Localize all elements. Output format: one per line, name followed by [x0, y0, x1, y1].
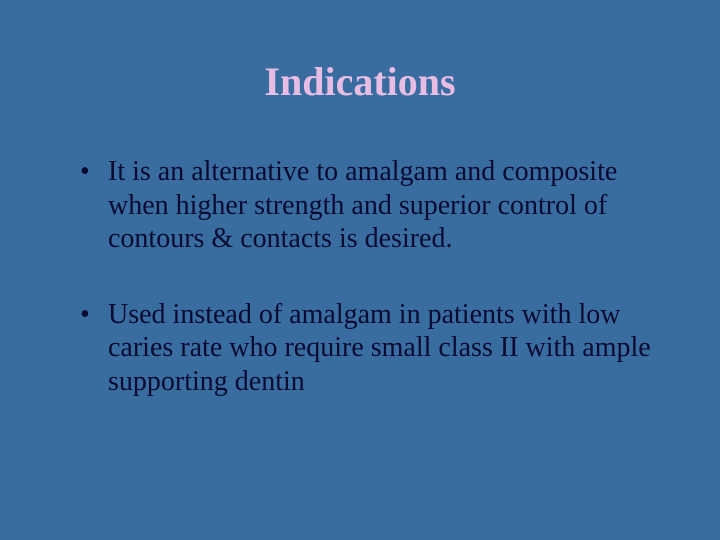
bullet-item: Used instead of amalgam in patients with… — [80, 298, 660, 399]
bullet-item: It is an alternative to amalgam and comp… — [80, 155, 660, 256]
slide-title: Indications — [60, 58, 660, 105]
bullet-list: It is an alternative to amalgam and comp… — [60, 155, 660, 399]
